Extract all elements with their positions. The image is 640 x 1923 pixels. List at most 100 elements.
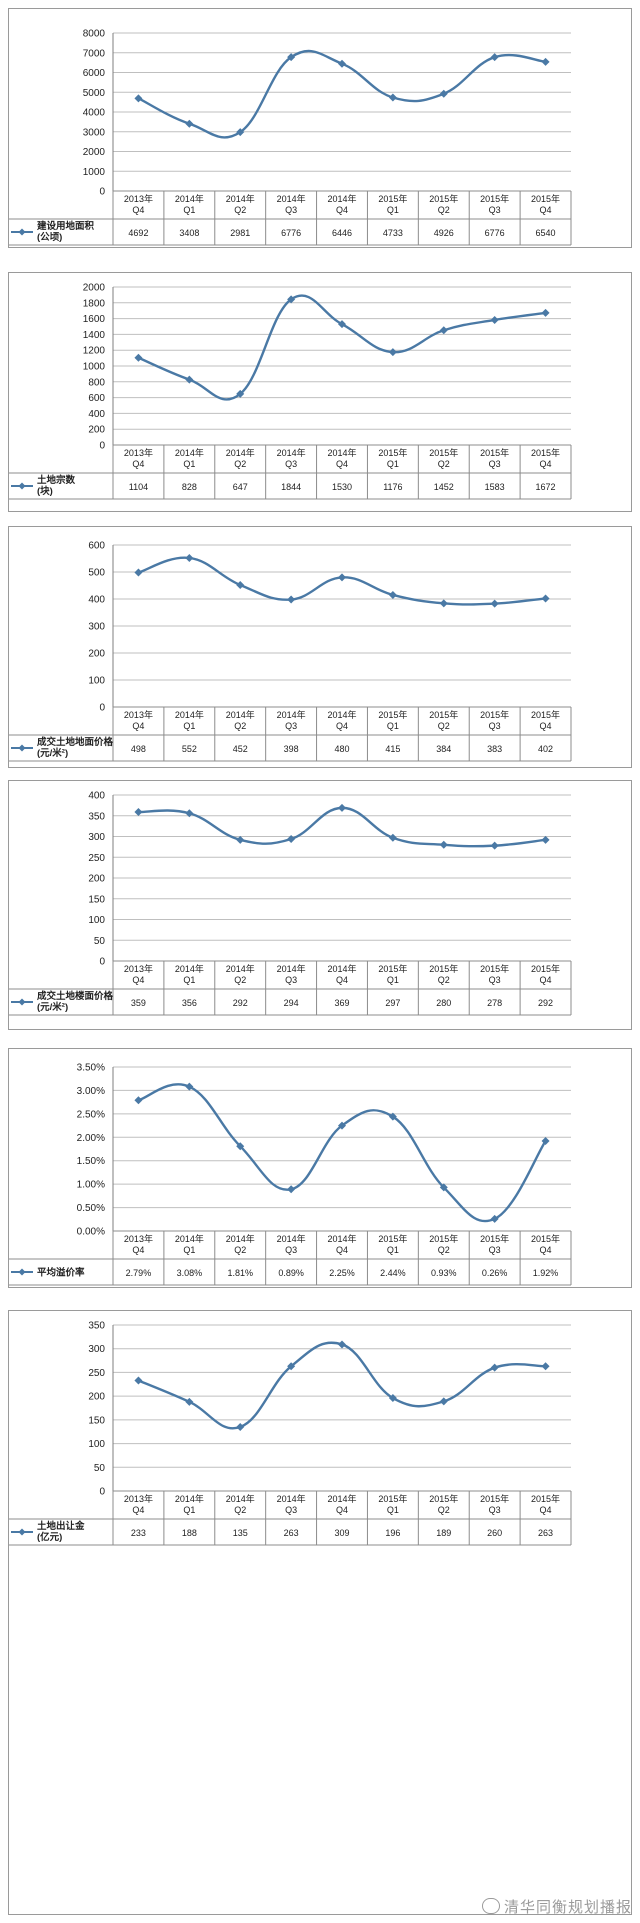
data-label: 402 — [538, 744, 553, 754]
x-tick-label: 2013年 — [124, 447, 153, 458]
y-tick-label: 6000 — [83, 68, 106, 79]
data-label: 384 — [436, 744, 451, 754]
data-label: 359 — [131, 998, 146, 1008]
x-tick-label: Q3 — [489, 1505, 501, 1515]
data-point — [388, 348, 397, 357]
data-label: 415 — [385, 744, 400, 754]
x-tick-label: 2015年 — [531, 963, 560, 974]
chart-4: 0501001502002503003504002013年Q42014年Q120… — [9, 791, 572, 1016]
chart-3: 01002003004005006002013年Q42014年Q12014年Q2… — [9, 541, 572, 762]
x-tick-label: Q3 — [285, 975, 297, 985]
data-point — [388, 1112, 397, 1121]
x-tick-label: Q3 — [285, 1505, 297, 1515]
data-point — [541, 1362, 550, 1371]
chart-1: 0100020003000400050006000700080002013年Q4… — [9, 29, 572, 246]
x-tick-label: 2014年 — [327, 447, 356, 458]
x-tick-label: 2014年 — [175, 1233, 204, 1244]
x-tick-label: 2015年 — [531, 193, 560, 204]
x-tick-label: Q3 — [489, 975, 501, 985]
data-point — [388, 1394, 397, 1403]
x-tick-label: 2013年 — [124, 1233, 153, 1244]
x-tick-label: 2014年 — [226, 193, 255, 204]
y-tick-label: 250 — [88, 853, 105, 864]
y-tick-label: 300 — [88, 622, 105, 633]
x-tick-label: 2015年 — [378, 447, 407, 458]
x-tick-label: 2015年 — [531, 709, 560, 720]
x-tick-label: 2015年 — [429, 1233, 458, 1244]
y-tick-label: 7000 — [83, 48, 106, 59]
y-tick-label: 50 — [94, 936, 106, 947]
data-point — [388, 93, 397, 102]
x-tick-label: 2014年 — [226, 963, 255, 974]
x-tick-label: 2014年 — [277, 1493, 306, 1504]
legend-marker — [18, 744, 26, 752]
x-tick-label: 2015年 — [480, 1493, 509, 1504]
x-tick-label: Q4 — [336, 975, 348, 985]
x-tick-label: 2014年 — [327, 1493, 356, 1504]
x-tick-label: Q1 — [183, 205, 195, 215]
x-tick-label: 2015年 — [378, 963, 407, 974]
chart-6: 0501001502002503003502013年Q42014年Q12014年… — [9, 1321, 572, 1546]
x-tick-label: Q4 — [336, 1245, 348, 1255]
x-tick-label: Q3 — [285, 205, 297, 215]
series-line — [137, 1341, 546, 1430]
data-point — [541, 835, 550, 844]
y-tick-label: 0 — [99, 441, 105, 452]
y-tick-label: 200 — [88, 1392, 105, 1403]
data-label: 0.89% — [278, 1268, 304, 1278]
y-tick-label: 1800 — [83, 298, 106, 309]
x-tick-label: 2015年 — [429, 963, 458, 974]
data-point — [236, 1422, 245, 1431]
data-point — [439, 599, 448, 608]
y-tick-label: 350 — [88, 1321, 105, 1332]
x-tick-label: 2015年 — [531, 1493, 560, 1504]
data-label: 309 — [334, 1528, 349, 1538]
y-tick-label: 3.00% — [77, 1086, 105, 1097]
data-label: 1.81% — [227, 1268, 253, 1278]
legend-label: 平均溢价率 — [37, 1267, 85, 1279]
y-tick-label: 300 — [88, 1344, 105, 1355]
data-label: 292 — [233, 998, 248, 1008]
x-tick-label: Q4 — [540, 975, 552, 985]
data-point — [338, 320, 346, 329]
y-tick-label: 0 — [99, 703, 105, 714]
x-tick-label: 2013年 — [124, 193, 153, 204]
legend-label: (公顷) — [37, 232, 62, 243]
y-tick-label: 100 — [88, 915, 105, 926]
x-tick-label: Q4 — [540, 459, 552, 469]
x-tick-label: 2013年 — [124, 963, 153, 974]
x-tick-label: Q2 — [234, 205, 246, 215]
data-point — [439, 326, 448, 335]
x-tick-label: Q3 — [285, 721, 297, 731]
x-tick-label: 2014年 — [175, 963, 204, 974]
y-tick-label: 200 — [88, 874, 105, 885]
x-tick-label: 2014年 — [226, 1493, 255, 1504]
y-tick-label: 200 — [88, 425, 105, 436]
x-tick-label: 2015年 — [480, 709, 509, 720]
data-label: 0.93% — [431, 1268, 457, 1278]
legend-label: 建设用地面积 — [36, 220, 95, 232]
data-point — [338, 573, 346, 582]
x-tick-label: 2014年 — [175, 447, 204, 458]
x-tick-label: Q4 — [132, 205, 144, 215]
data-label: 1452 — [434, 482, 454, 492]
x-tick-label: 2015年 — [429, 1493, 458, 1504]
data-point — [185, 1397, 194, 1406]
x-tick-label: Q2 — [234, 1505, 246, 1515]
y-tick-label: 50 — [94, 1463, 106, 1474]
data-point — [236, 389, 245, 398]
chart-panel-6: 0 50 100 150 200 250 300 350 2013年 Q4 2014年 Q1 2014年… — [8, 1310, 632, 1915]
x-tick-label: Q1 — [183, 1245, 195, 1255]
data-point — [541, 1137, 550, 1146]
data-label: 1176 — [383, 482, 402, 492]
y-tick-label: 150 — [88, 1415, 105, 1426]
x-tick-label: Q1 — [387, 1245, 399, 1255]
x-tick-label: Q2 — [438, 975, 450, 985]
legend-label: (亿元) — [37, 1531, 62, 1543]
x-tick-label: Q4 — [132, 1505, 144, 1515]
x-tick-label: Q2 — [234, 721, 246, 731]
y-tick-label: 0 — [99, 187, 105, 198]
data-point — [134, 1376, 143, 1385]
data-point — [439, 840, 448, 849]
data-label: 1672 — [536, 482, 556, 492]
